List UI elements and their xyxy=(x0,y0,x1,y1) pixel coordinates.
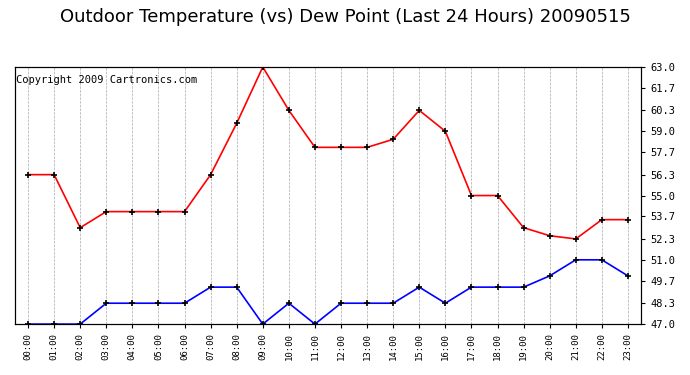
Text: Copyright 2009 Cartronics.com: Copyright 2009 Cartronics.com xyxy=(17,75,197,85)
Text: Outdoor Temperature (vs) Dew Point (Last 24 Hours) 20090515: Outdoor Temperature (vs) Dew Point (Last… xyxy=(59,8,631,26)
